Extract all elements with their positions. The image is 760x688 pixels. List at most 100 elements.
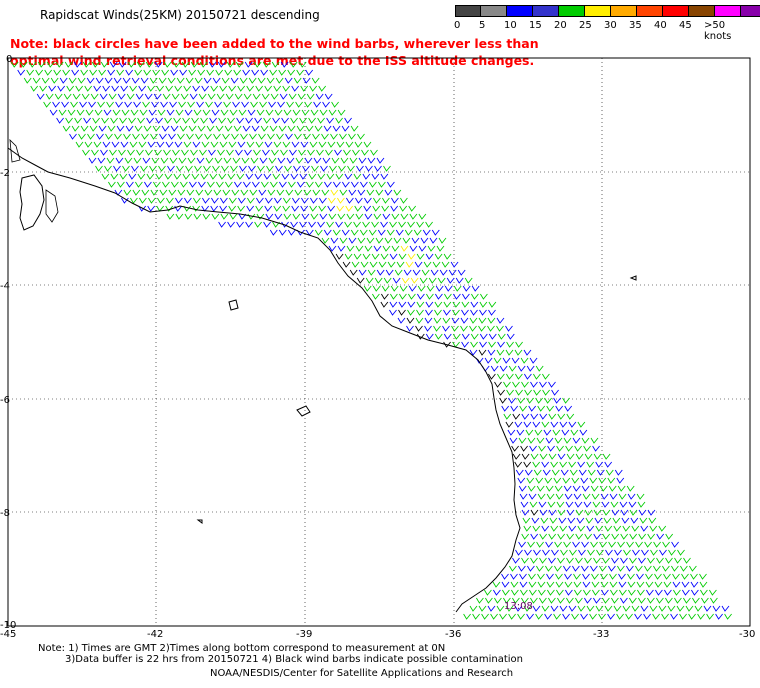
wind-barb bbox=[542, 373, 550, 380]
wind-barb bbox=[95, 165, 103, 172]
wind-barb bbox=[485, 597, 493, 604]
marajo-island bbox=[19, 174, 45, 231]
wind-barb bbox=[194, 77, 203, 84]
wind-barb bbox=[81, 93, 90, 100]
wind-barb bbox=[601, 589, 609, 596]
wind-barb bbox=[130, 197, 138, 204]
wind-barb bbox=[115, 101, 123, 108]
wind-barb bbox=[230, 77, 239, 84]
wind-barb bbox=[395, 229, 404, 236]
wind-barb bbox=[567, 517, 576, 524]
wind-barb bbox=[245, 173, 254, 180]
wind-barb bbox=[592, 589, 600, 596]
wind-barb bbox=[452, 309, 460, 316]
wind-barb bbox=[195, 189, 204, 196]
wind-barb bbox=[338, 165, 346, 172]
wind-barb bbox=[470, 341, 478, 348]
wind-barb bbox=[402, 237, 411, 244]
wind-barb bbox=[400, 213, 409, 220]
wind-barb bbox=[321, 237, 330, 244]
wind-barb bbox=[364, 197, 372, 204]
wind-barb bbox=[400, 245, 409, 252]
wind-barb bbox=[263, 173, 272, 180]
wind-barb bbox=[652, 613, 660, 620]
wind-barb bbox=[644, 565, 652, 572]
wind-barb bbox=[521, 453, 530, 460]
wind-barb bbox=[185, 77, 194, 84]
footer-note-1: Note: 1) Times are GMT 2)Times along bot… bbox=[38, 643, 446, 654]
wind-barb bbox=[463, 613, 471, 620]
wind-barb bbox=[611, 533, 620, 540]
wind-barb bbox=[593, 597, 601, 604]
wind-barb bbox=[530, 557, 538, 564]
wind-barb bbox=[36, 93, 45, 100]
wind-barb bbox=[635, 541, 643, 548]
wind-barb bbox=[523, 461, 532, 468]
lat-label: 0 bbox=[6, 54, 12, 65]
wind-barb bbox=[304, 157, 313, 164]
wind-barb bbox=[240, 133, 248, 140]
wind-barb bbox=[499, 613, 507, 620]
wind-barb bbox=[255, 85, 264, 92]
wind-barb bbox=[488, 301, 497, 308]
wind-barb bbox=[438, 237, 447, 244]
wind-barb bbox=[530, 453, 539, 460]
wind-barb bbox=[104, 77, 113, 84]
wind-barb bbox=[147, 205, 156, 212]
wind-barb bbox=[551, 389, 559, 396]
wind-barb bbox=[526, 613, 534, 620]
wind-barb bbox=[340, 157, 349, 164]
wind-barb bbox=[223, 157, 232, 164]
wind-barb bbox=[637, 589, 645, 596]
wind-barb bbox=[451, 325, 459, 332]
wind-barb bbox=[84, 141, 93, 148]
wind-barb bbox=[534, 429, 543, 436]
wind-barb bbox=[246, 85, 255, 92]
wind-barb bbox=[671, 565, 679, 572]
wind-barb bbox=[407, 221, 415, 228]
wind-barb bbox=[570, 429, 579, 436]
wind-barb bbox=[109, 149, 117, 156]
wind-barb bbox=[212, 77, 221, 84]
wind-barb bbox=[424, 317, 433, 324]
wind-barb bbox=[636, 493, 645, 500]
wind-barb bbox=[694, 605, 703, 612]
wind-barb bbox=[324, 93, 333, 100]
wind-barb bbox=[266, 165, 274, 172]
wind-barb bbox=[410, 277, 419, 284]
wind-barb bbox=[641, 549, 649, 556]
wind-barb bbox=[620, 533, 629, 540]
wind-barb bbox=[418, 213, 427, 220]
wind-barb bbox=[190, 61, 199, 68]
wind-barb bbox=[184, 109, 193, 116]
wind-barb bbox=[354, 205, 363, 212]
wind-barb bbox=[382, 197, 390, 204]
wind-barb bbox=[682, 589, 690, 596]
wind-barb bbox=[555, 573, 563, 580]
wind-barb bbox=[354, 141, 363, 148]
wind-barb bbox=[321, 189, 330, 196]
wind-barb bbox=[129, 85, 138, 92]
wind-barb bbox=[127, 61, 136, 68]
wind-barb bbox=[178, 101, 186, 108]
wind-barb bbox=[245, 117, 253, 124]
wind-barb bbox=[137, 173, 146, 180]
wind-barb bbox=[58, 109, 67, 116]
graticule bbox=[8, 58, 750, 626]
wind-barb bbox=[125, 69, 134, 76]
wind-barb bbox=[523, 605, 532, 612]
wind-barb bbox=[296, 69, 305, 76]
wind-barb bbox=[706, 613, 714, 620]
wind-barb bbox=[348, 189, 357, 196]
wind-barb bbox=[656, 533, 665, 540]
wind-barb bbox=[691, 589, 699, 596]
wind-barb bbox=[353, 221, 361, 228]
wind-barb bbox=[400, 197, 408, 204]
wind-barb bbox=[185, 165, 193, 172]
wind-barb bbox=[130, 109, 139, 116]
wind-barb bbox=[344, 221, 352, 228]
wind-barb bbox=[521, 509, 530, 516]
wind-barb bbox=[647, 597, 655, 604]
wind-barb bbox=[145, 149, 153, 156]
wind-barb bbox=[647, 557, 655, 564]
